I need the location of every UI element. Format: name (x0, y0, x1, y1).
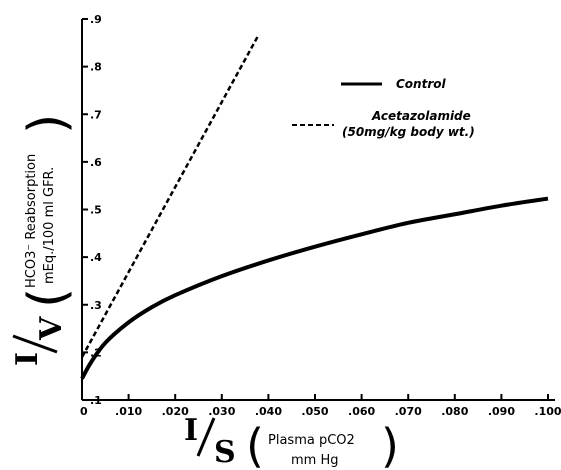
y-label-denominator: V (34, 316, 69, 341)
legend-control-label: Control (396, 77, 446, 91)
x-tick-label: .010 (115, 405, 142, 418)
x-tick-label: .030 (208, 405, 235, 418)
x-tick-label: .070 (395, 405, 422, 418)
x-tick-group: 0 .010 .020 .030 .040 .050 .060 .070 .080 .090 .10… (80, 394, 561, 418)
y-label-numerator: I (10, 352, 45, 366)
y-label-close-paren: ) (18, 114, 78, 134)
x-label-slash (196, 417, 216, 457)
legend: Control Acetazolamide (50mg/kg body wt.) (292, 77, 475, 139)
series-control-line (80, 196, 549, 380)
x-tick-label: .100 (534, 405, 561, 418)
x-tick-label: .060 (348, 405, 375, 418)
y-tick-label: .7 (90, 108, 102, 121)
x-tick-label: .040 (255, 405, 282, 418)
x-label-open-paren: ( (246, 419, 264, 470)
x-label-numerator: I (184, 413, 198, 448)
legend-acetazolamide-label-2: (50mg/kg body wt.) (342, 125, 475, 139)
x-tick-label: .080 (441, 405, 468, 418)
x-tick-label: .090 (488, 405, 515, 418)
series-acetazolamide-line (80, 35, 260, 358)
y-tick-label: .5 (90, 204, 102, 217)
x-label-denominator: S (214, 435, 236, 470)
legend-acetazolamide-label-1: Acetazolamide (371, 109, 471, 123)
series-group (80, 35, 549, 380)
x-label-line1: Plasma pCO2 (268, 433, 355, 448)
y-tick-label: .8 (90, 61, 102, 74)
y-label-line1: HCO3⁻ Reabsorption (24, 154, 39, 288)
x-label-line2: mm Hg (291, 453, 339, 468)
y-tick-label: .1 (90, 394, 102, 407)
x-tick-label: .020 (162, 405, 189, 418)
y-label-open-paren: ( (18, 288, 78, 308)
y-tick-label: .3 (90, 299, 102, 312)
y-axis-label: I V ( HCO3⁻ Reabsorption mEq./100 ml GFR… (10, 114, 78, 366)
x-axis-label: I S ( Plasma pCO2 mm Hg ) (184, 413, 399, 470)
y-label-line2: mEq./100 ml GFR. (42, 167, 57, 284)
y-label-slash (12, 334, 58, 354)
x-tick-label: .050 (301, 405, 328, 418)
x-tick-label-zero: 0 (80, 405, 88, 418)
x-label-close-paren: ) (381, 419, 399, 470)
y-tick-label: .4 (90, 251, 102, 264)
y-tick-label: .6 (90, 156, 102, 169)
y-tick-label: .9 (90, 13, 102, 26)
